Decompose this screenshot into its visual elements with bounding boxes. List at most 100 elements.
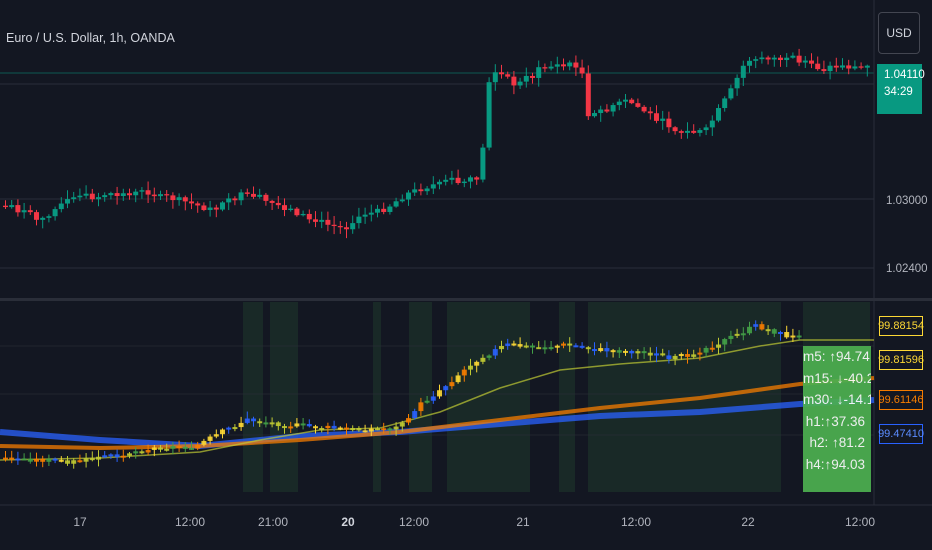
indicator-candle-body [46,458,52,462]
indicator-candle-body [176,446,182,449]
indicator-candle-body [530,345,535,348]
indicator-candle-body [282,426,287,429]
price-candle-body [833,65,839,68]
price-candle-body [499,72,504,75]
price-candle-body [108,193,114,196]
indicator-candle-body [220,429,225,435]
price-candle-body [480,147,486,180]
price-candle-body [468,177,473,182]
indicator-candle-body [27,458,33,462]
price-candle-body [554,64,560,67]
indicator-candle-body [424,400,430,403]
ind-row-m15: m15: ↓-40.23 [803,370,871,386]
indicator-candle-body [65,460,70,464]
price-candle-body [654,113,659,121]
time-tick-label: 12:00 [174,515,206,529]
indicator-candle-body [585,347,591,350]
currency-button[interactable]: USD [878,12,920,54]
price-candle-body [294,208,300,216]
ind-row-h2: h2: ↑81.2 [809,435,865,450]
ind-row-m30: m30: ↓-14.14 [803,392,871,407]
price-candle-body [585,73,591,117]
price-candle-body [846,65,852,69]
indicator-candle-body [685,354,690,357]
indicator-candle-body [58,459,64,462]
price-candle-body [89,193,95,200]
price-candle-body [716,108,721,121]
signal-zone [243,302,263,492]
price-candle-body [244,192,250,194]
indicator-candle-body [759,324,765,330]
price-candle-body [158,194,163,197]
price-candle-body [102,195,108,198]
price-candle-body [548,66,554,69]
indicator-candle-body [765,329,771,332]
price-candle-body [759,57,765,60]
indicator-candle-body [567,343,573,346]
price-candle-body [9,205,15,208]
indicator-candle-body [133,451,139,454]
indicator-candle-body [21,458,27,461]
price-candle-body [120,193,126,197]
indicator-candle-body [207,436,213,441]
price-candle-body [641,106,647,112]
indicator-candle-body [492,349,498,356]
indicator-candle-body [778,332,783,335]
indicator-candle-body [697,352,703,355]
indicator-candle-body [703,347,709,353]
indicator-candle-body [740,333,746,336]
price-candle-body [207,207,213,211]
price-candle-body [530,75,535,78]
indicator-candle-body [505,343,511,346]
price-candle-body [83,193,89,196]
indicator-candle-body [548,347,554,350]
price-candle-body [195,203,201,206]
price-candle-body [362,214,368,217]
indicator-candle-body [114,454,120,458]
indicator-candle-body [399,422,405,427]
price-candle-body [753,59,759,61]
indicator-candle-body [15,458,21,461]
price-candle-body [809,60,814,64]
price-candle-body [461,181,467,184]
indicator-candle-body [319,428,325,431]
price-candle-body [691,130,697,133]
price-candle-body [189,201,194,204]
price-candle-body [164,194,170,196]
price-candle-body [672,127,678,132]
time-tick-label: 21:00 [257,515,289,529]
indicator-candle-body [387,428,393,431]
indicator-candle-body [83,458,89,462]
indicator-candle-body [170,446,176,449]
price-candle-body [734,77,740,89]
price-candle-body [399,199,405,202]
price-candle-body [251,193,256,197]
indicator-candle-body [722,339,728,345]
indicator-candle-body [747,326,752,334]
price-candle-body [3,205,8,208]
indicator-value-3: 99.61146 [878,390,924,410]
indicator-candle-body [331,425,337,429]
price-candle-body [344,227,349,230]
pane-divider [0,298,932,301]
price-candle-body [387,206,393,212]
last-price-tag: 1.04110 34:29 [877,64,925,114]
price-candle-body [505,74,511,77]
price-candle-body [424,188,430,192]
price-candle-body [176,197,182,201]
price-candle-body [269,200,275,203]
price-candle-body [778,57,783,60]
price-candle-body [660,118,666,121]
price-candle-body [145,190,151,195]
indicator-candle-body [430,396,436,401]
indicator-candle-body [158,447,163,450]
signal-zone [447,302,530,492]
indicator-candle-body [40,458,46,462]
indicator-candle-body [753,324,759,327]
price-candle-body [226,198,232,203]
price-candle-body [802,60,808,63]
indicator-candle-body [120,455,126,458]
indicator-candle-body [9,457,15,460]
indicator-candle-body [691,354,697,357]
